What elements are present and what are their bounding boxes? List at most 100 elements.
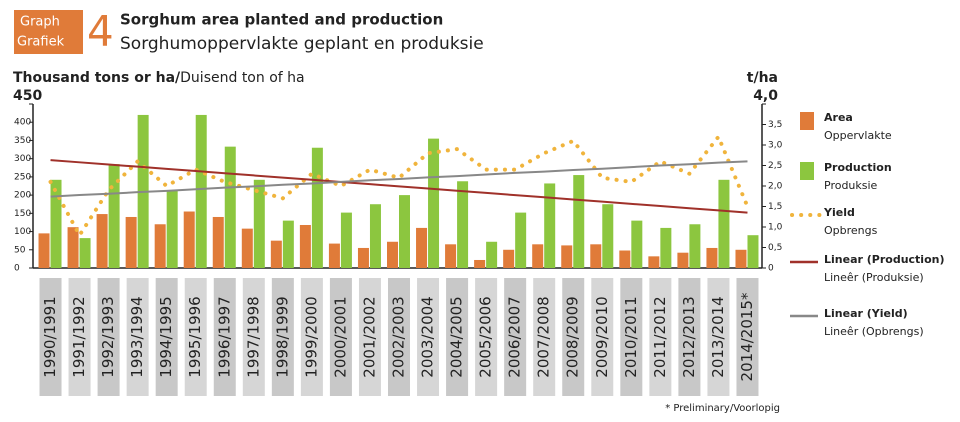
bar — [96, 214, 108, 268]
x-label-box — [126, 278, 149, 396]
bar — [166, 190, 178, 268]
y2-tick-label: 4,0 — [753, 88, 778, 104]
bar — [631, 220, 643, 268]
x-label-box — [475, 278, 498, 396]
x-label-box — [504, 278, 527, 396]
legend-label: Production — [824, 161, 892, 174]
x-label-box — [620, 278, 643, 396]
legend-label: Area — [824, 111, 853, 124]
x-tick-label: 2010/2011 — [622, 296, 640, 377]
bar — [573, 175, 585, 268]
x-label-box — [39, 278, 62, 396]
badge-en: Graph — [20, 15, 60, 30]
y2-tick-label: 1,5 — [768, 202, 782, 212]
bar — [67, 227, 79, 268]
legend-label-af: Opbrengs — [824, 224, 878, 237]
legend-label-af: Oppervlakte — [824, 129, 892, 142]
y2-tick-label: 3,5 — [768, 120, 782, 130]
x-label-box — [329, 278, 352, 396]
legend-label: Linear (Yield) — [824, 307, 908, 320]
x-tick-label: 2005/2006 — [477, 296, 495, 377]
bar — [195, 114, 207, 268]
y2-tick-label: 2,0 — [768, 182, 783, 192]
bar — [561, 245, 573, 268]
y2-tick-label: 1,0 — [768, 223, 783, 233]
bar — [224, 146, 236, 268]
badge — [14, 10, 83, 54]
bar — [486, 241, 498, 268]
x-tick-label: 1994/1995 — [157, 296, 175, 377]
bar — [544, 183, 556, 268]
x-tick-label: 2008/2009 — [564, 296, 582, 377]
x-tick-label: 1998/1999 — [273, 296, 291, 377]
y-tick-label: 250 — [14, 172, 31, 182]
x-tick-label: 1990/1991 — [41, 296, 59, 377]
y-axis-label: Thousand tons or ha/Duisend ton of ha — [13, 70, 305, 86]
y2-tick-label: 0,5 — [768, 243, 782, 253]
badge-af: Grafiek — [17, 35, 65, 50]
bar — [125, 216, 137, 268]
bar — [299, 224, 311, 268]
y-tick-label: 0 — [14, 264, 20, 274]
x-label-box — [417, 278, 440, 396]
x-label-box — [358, 278, 381, 396]
x-tick-label: 1997/1998 — [244, 296, 262, 377]
bar — [108, 164, 120, 268]
bar — [503, 249, 515, 268]
x-tick-label: 2001/2002 — [360, 296, 378, 377]
bar — [648, 256, 660, 268]
bar — [357, 247, 369, 268]
y-tick-label: 200 — [14, 191, 31, 201]
y2-axis-label: t/ha — [747, 70, 778, 86]
y-tick-label: 300 — [14, 154, 31, 164]
y-label: Duisend ton of ha — [180, 70, 304, 86]
x-label-box — [271, 278, 294, 396]
bar — [328, 243, 340, 268]
bar — [183, 211, 195, 268]
x-label-box — [68, 278, 91, 396]
bar — [706, 247, 718, 268]
bar — [282, 220, 294, 268]
x-label-box — [736, 278, 759, 396]
legend-label: Linear (Production) — [824, 253, 945, 266]
x-label-box — [678, 278, 701, 396]
bar — [428, 138, 440, 268]
x-label-box — [184, 278, 207, 396]
x-tick-label: 2014/2015* — [738, 292, 756, 381]
bar — [532, 244, 544, 268]
y-tick-label: 350 — [14, 136, 31, 146]
x-tick-label: 1991/1992 — [70, 296, 88, 377]
x-label-box — [155, 278, 178, 396]
trend-line — [50, 159, 748, 214]
bar — [474, 259, 486, 268]
y2-tick-label: 3,0 — [768, 141, 783, 151]
chart-subtitle: Sorghumoppervlakte geplant en produksie — [120, 34, 484, 54]
bar — [747, 235, 759, 268]
y-tick-label: 100 — [14, 227, 31, 237]
graph-number: 4 — [87, 7, 114, 56]
legend-label: Yield — [823, 206, 855, 219]
bar — [515, 212, 527, 268]
footnote: * Preliminary/Voorlopig — [665, 403, 780, 414]
bar — [38, 233, 50, 268]
bar — [340, 212, 352, 268]
x-label-box — [649, 278, 672, 396]
bar — [457, 181, 469, 268]
bar — [50, 179, 62, 268]
y-label-bold: Thousand tons or ha/ — [13, 70, 181, 86]
bar — [718, 179, 730, 268]
trend-line — [50, 160, 748, 198]
x-label-box — [446, 278, 469, 396]
x-tick-label: 2009/2010 — [593, 296, 611, 377]
x-tick-label: 1996/1997 — [215, 296, 233, 377]
bar — [590, 244, 602, 268]
bar — [689, 224, 701, 268]
legend-label-af: Produksie — [824, 179, 878, 192]
legend-swatch — [800, 112, 814, 130]
x-label-box — [97, 278, 120, 396]
x-tick-label: 1992/1993 — [99, 296, 117, 377]
x-tick-label: 1995/1996 — [186, 296, 204, 377]
y2-tick-label: 2,5 — [768, 161, 782, 171]
x-tick-label: 2011/2012 — [651, 296, 669, 377]
